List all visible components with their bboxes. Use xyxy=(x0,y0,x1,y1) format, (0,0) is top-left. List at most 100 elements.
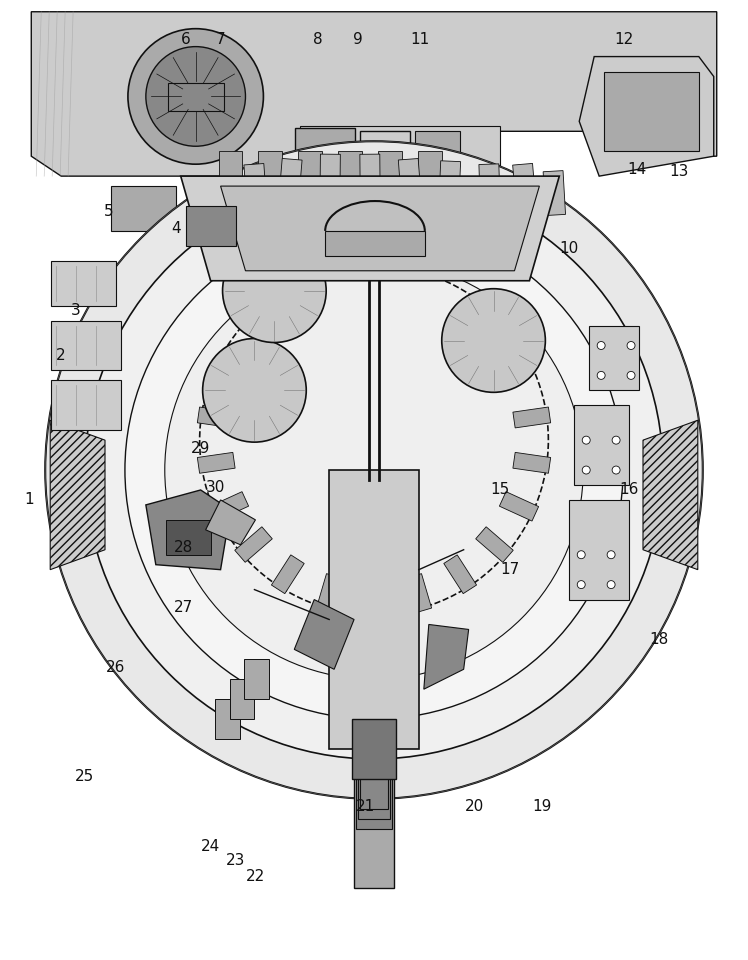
Bar xyxy=(378,152,402,191)
Bar xyxy=(218,152,242,191)
Text: 21: 21 xyxy=(355,800,375,814)
Text: 8: 8 xyxy=(313,32,323,47)
Text: 18: 18 xyxy=(649,632,669,647)
Circle shape xyxy=(612,466,620,474)
Text: 17: 17 xyxy=(500,563,519,577)
Bar xyxy=(215,699,239,739)
Bar xyxy=(280,159,301,204)
Bar xyxy=(513,452,551,473)
Circle shape xyxy=(607,581,615,588)
Circle shape xyxy=(128,29,263,164)
Bar xyxy=(329,470,419,749)
Text: 20: 20 xyxy=(465,800,484,814)
Circle shape xyxy=(223,239,326,343)
Circle shape xyxy=(597,342,605,349)
Polygon shape xyxy=(352,719,396,779)
Bar xyxy=(316,574,342,612)
Text: 23: 23 xyxy=(226,853,245,868)
Text: 9: 9 xyxy=(353,32,363,47)
Bar xyxy=(438,160,461,205)
Polygon shape xyxy=(221,186,539,271)
Text: 24: 24 xyxy=(201,839,220,854)
Bar xyxy=(360,132,410,176)
Polygon shape xyxy=(146,490,230,569)
Circle shape xyxy=(125,221,623,719)
Bar xyxy=(300,127,500,176)
Polygon shape xyxy=(643,420,698,569)
Bar xyxy=(235,527,272,563)
Circle shape xyxy=(597,372,605,379)
Circle shape xyxy=(607,551,615,559)
Text: 10: 10 xyxy=(560,241,579,256)
Bar xyxy=(298,152,322,191)
Bar xyxy=(543,171,565,216)
Bar xyxy=(197,452,235,473)
Bar xyxy=(338,152,362,191)
Bar xyxy=(399,159,420,204)
Bar xyxy=(51,380,121,430)
Bar xyxy=(111,186,176,231)
Circle shape xyxy=(203,339,306,443)
Circle shape xyxy=(612,436,620,444)
Bar xyxy=(358,154,381,199)
Bar xyxy=(230,680,254,719)
Bar xyxy=(513,407,551,428)
Text: 28: 28 xyxy=(174,540,193,555)
Polygon shape xyxy=(206,500,255,544)
Bar xyxy=(366,582,382,617)
Bar xyxy=(325,231,425,255)
Circle shape xyxy=(85,181,663,759)
Text: 11: 11 xyxy=(410,32,429,47)
Polygon shape xyxy=(50,420,105,569)
Bar xyxy=(478,163,501,208)
Bar xyxy=(514,164,535,208)
Bar xyxy=(166,520,211,555)
Text: 14: 14 xyxy=(628,161,646,177)
Text: 27: 27 xyxy=(174,600,193,615)
Bar xyxy=(444,555,476,593)
Text: 2: 2 xyxy=(56,348,66,363)
Bar xyxy=(51,261,116,305)
Bar xyxy=(476,527,513,563)
Bar xyxy=(258,152,282,191)
Bar xyxy=(197,407,235,428)
Text: 5: 5 xyxy=(104,204,114,219)
Text: 25: 25 xyxy=(75,769,94,784)
Text: 4: 4 xyxy=(171,222,180,236)
Text: 7: 7 xyxy=(215,32,225,47)
Bar xyxy=(574,405,629,485)
Circle shape xyxy=(45,141,703,799)
Bar xyxy=(589,325,639,391)
Bar xyxy=(244,163,267,208)
Bar xyxy=(604,72,699,152)
Text: 15: 15 xyxy=(490,483,509,497)
Bar xyxy=(209,492,248,521)
Circle shape xyxy=(165,261,583,680)
Bar xyxy=(295,129,355,166)
Polygon shape xyxy=(181,176,560,280)
Circle shape xyxy=(442,289,545,393)
Bar xyxy=(272,555,304,593)
Bar xyxy=(354,749,394,888)
Bar xyxy=(186,206,236,246)
Circle shape xyxy=(577,581,585,588)
Text: 19: 19 xyxy=(533,800,552,814)
Polygon shape xyxy=(31,12,717,176)
Bar xyxy=(360,749,388,808)
Bar xyxy=(245,660,269,699)
Bar xyxy=(500,492,539,521)
Bar xyxy=(168,84,224,111)
Polygon shape xyxy=(424,624,469,689)
Circle shape xyxy=(582,436,590,444)
Text: 26: 26 xyxy=(106,660,126,675)
Bar xyxy=(358,759,390,819)
Text: 30: 30 xyxy=(206,480,225,495)
Circle shape xyxy=(627,342,635,349)
Bar xyxy=(569,500,629,600)
Circle shape xyxy=(146,47,245,146)
Circle shape xyxy=(582,466,590,474)
Text: 3: 3 xyxy=(71,303,81,318)
Bar xyxy=(319,154,341,199)
Bar xyxy=(415,132,460,156)
Bar xyxy=(356,769,392,828)
